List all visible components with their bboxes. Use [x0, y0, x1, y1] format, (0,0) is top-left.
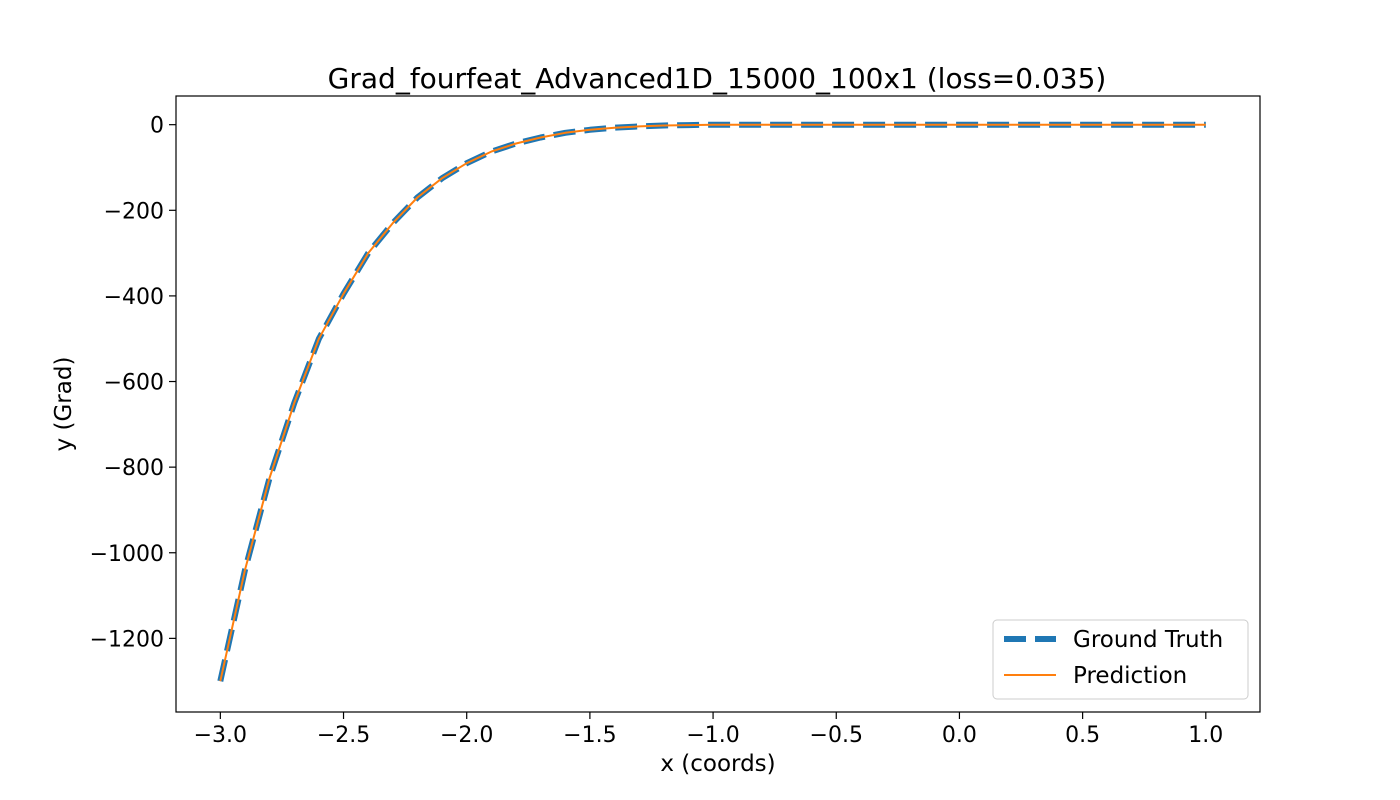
y-tick-label: −1200	[90, 627, 164, 652]
chart-title: Grad_fourfeat_Advanced1D_15000_100x1 (lo…	[328, 62, 1107, 95]
series-line-prediction	[219, 123, 1206, 682]
x-axis-label: x (coords)	[660, 751, 775, 777]
x-tick-label: −1.0	[686, 723, 739, 748]
y-tick-label: −1000	[90, 542, 164, 567]
x-tick-label: 0.0	[942, 723, 977, 748]
x-tick-label: 0.5	[1065, 723, 1100, 748]
y-axis-ticks: 0 −200 −400 −600 −800 −1000 −1200	[90, 114, 176, 652]
x-axis-ticks: −3.0 −2.5 −2.0 −1.5 −1.0 −0.5 0.0 0.5 1.0	[194, 712, 1223, 748]
legend: Ground Truth Prediction	[992, 619, 1249, 700]
legend-box	[992, 619, 1249, 700]
legend-prediction-label: Prediction	[1073, 663, 1187, 689]
y-tick-label: −400	[104, 285, 164, 310]
x-tick-label: −0.5	[810, 723, 863, 748]
plot-area	[175, 95, 1261, 713]
y-tick-label: −200	[104, 199, 164, 224]
y-tick-label: −800	[104, 456, 164, 481]
x-tick-label: −2.5	[317, 723, 370, 748]
y-tick-label: −600	[104, 371, 164, 396]
series-layer	[217, 121, 1206, 682]
x-tick-label: −3.0	[194, 723, 247, 748]
axes-frame	[175, 95, 1261, 713]
x-tick-label: 1.0	[1188, 723, 1223, 748]
x-tick-label: −2.0	[440, 723, 493, 748]
y-axis-label: y (Grad)	[51, 357, 77, 452]
y-tick-label: 0	[150, 114, 164, 139]
x-tick-label: −1.5	[563, 723, 616, 748]
legend-ground-truth-label: Ground Truth	[1073, 627, 1223, 653]
